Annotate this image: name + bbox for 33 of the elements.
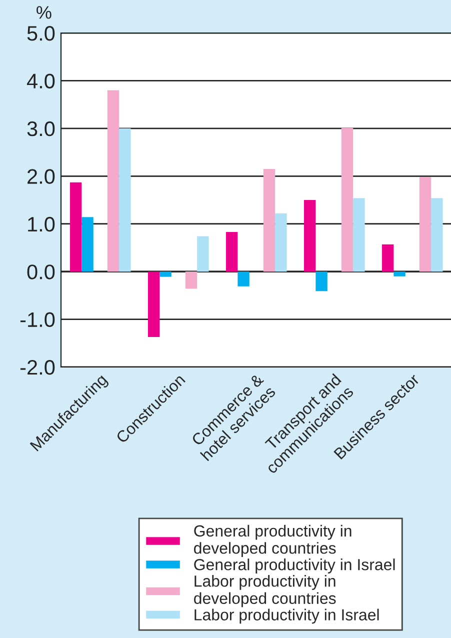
bar <box>185 272 198 289</box>
bar <box>394 272 406 276</box>
bar <box>316 272 328 292</box>
bar <box>107 90 120 272</box>
bar <box>70 182 82 272</box>
y-tick-label: -1.0 <box>20 312 55 328</box>
y-axis-title: % <box>36 6 52 19</box>
bar <box>238 272 250 286</box>
y-tick-label: 2.0 <box>28 169 55 184</box>
bar <box>304 200 316 272</box>
legend-label: General productivity in developed countries <box>194 524 352 557</box>
bar <box>275 213 287 272</box>
bar <box>119 128 131 272</box>
y-tick-label: 3.0 <box>27 121 55 136</box>
y-tick-label: 5.0 <box>27 26 55 41</box>
bar <box>197 236 209 272</box>
bar <box>431 198 443 272</box>
legend-label: Labor productivity in Israel <box>194 608 379 624</box>
legend-label: Labor productivity in developed countries <box>194 575 336 608</box>
legend-label: General productivity in Israel <box>194 558 395 574</box>
y-tick-label: 1.0 <box>28 216 55 232</box>
y-tick-label: 4.0 <box>26 74 55 88</box>
y-tick-label: -2.0 <box>20 360 55 375</box>
bar <box>263 168 276 272</box>
bar <box>419 177 432 272</box>
bar <box>341 128 354 272</box>
bar <box>82 217 94 272</box>
bar <box>382 244 394 272</box>
bar <box>148 272 160 337</box>
bar <box>226 232 238 272</box>
bar <box>353 198 365 272</box>
y-tick-label: 0.0 <box>27 264 55 280</box>
bar <box>160 272 172 277</box>
